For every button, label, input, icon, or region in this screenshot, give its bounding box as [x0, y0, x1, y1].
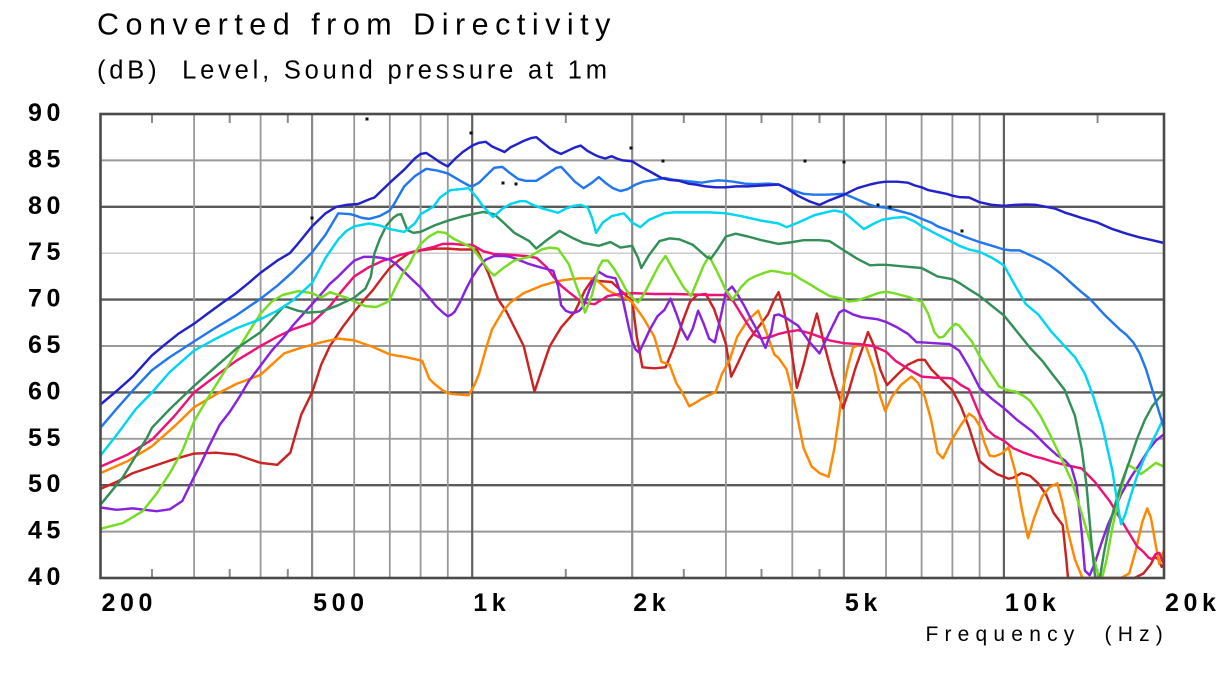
svg-text:90: 90: [28, 99, 65, 127]
svg-text:200: 200: [102, 589, 158, 617]
svg-text:40: 40: [28, 563, 65, 591]
svg-text:500: 500: [313, 589, 369, 617]
svg-text:50: 50: [28, 470, 65, 498]
svg-text:5k: 5k: [845, 589, 882, 617]
svg-text:(dB) Level, Sound pressure at: (dB) Level, Sound pressure at 1m: [97, 57, 611, 85]
svg-text:85: 85: [28, 145, 65, 173]
svg-text:70: 70: [28, 285, 65, 313]
svg-text:55: 55: [28, 424, 65, 452]
svg-text:1k: 1k: [473, 589, 510, 617]
svg-text:Frequency (Hz): Frequency (Hz): [925, 623, 1169, 646]
svg-text:65: 65: [28, 331, 65, 359]
svg-text:Converted from Directivity: Converted from Directivity: [97, 8, 617, 42]
svg-text:80: 80: [28, 192, 65, 220]
svg-text:60: 60: [28, 377, 65, 405]
svg-text:10k: 10k: [1005, 589, 1061, 617]
svg-text:2k: 2k: [633, 589, 670, 617]
svg-text:75: 75: [28, 238, 65, 266]
svg-text:45: 45: [28, 517, 65, 545]
svg-text:20k: 20k: [1165, 589, 1221, 617]
